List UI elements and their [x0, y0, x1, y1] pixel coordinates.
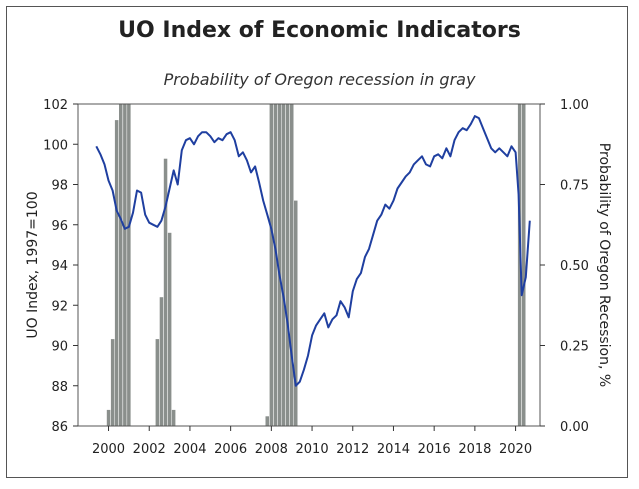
- y-tick-label-left: 102: [43, 98, 68, 113]
- recession-bar: [163, 158, 168, 426]
- recession-bar: [123, 104, 127, 426]
- recession-bar: [171, 409, 176, 426]
- x-tick-label: 2008: [255, 442, 288, 457]
- recession-bar: [269, 104, 274, 426]
- y-tick-label-left: 90: [51, 340, 68, 355]
- y-tick-label-right: 0.50: [560, 259, 589, 274]
- chart-subtitle: Probability of Oregon recession in gray: [163, 70, 476, 89]
- recession-bar: [167, 232, 172, 426]
- y-tick-label-right: 0.25: [560, 340, 589, 355]
- y-tick-label-left: 92: [51, 299, 68, 314]
- y-tick-label-right: 1.00: [560, 98, 589, 113]
- x-tick-label: 2000: [92, 442, 125, 457]
- axis-ticks: 2000 2002 2004 2006 2008 2010 2012 2014 2016 2018…: [43, 98, 589, 457]
- x-tick-label: 2012: [336, 442, 369, 457]
- recession-bar: [127, 104, 131, 426]
- recession-bar: [277, 104, 282, 426]
- y-tick-label-right: 0.00: [560, 420, 589, 435]
- y-tick-label-left: 86: [51, 420, 68, 435]
- x-tick-label: 2014: [377, 442, 410, 457]
- x-tick-label: 2016: [418, 442, 451, 457]
- y-tick-label-left: 94: [51, 259, 68, 274]
- recession-bars: [106, 104, 526, 426]
- x-tick-label: 2018: [458, 442, 491, 457]
- x-tick-label: 2006: [214, 442, 247, 457]
- x-tick-label: 2010: [296, 442, 329, 457]
- y-tick-label-left: 88: [51, 380, 68, 395]
- recession-bar: [119, 104, 123, 426]
- recession-bar: [273, 104, 278, 426]
- y-tick-label-right: 0.75: [560, 179, 589, 194]
- recession-bar: [285, 104, 290, 426]
- recession-bar: [106, 409, 111, 426]
- recession-bar: [522, 104, 526, 426]
- x-tick-label: 2020: [499, 442, 532, 457]
- y-tick-label-left: 100: [43, 138, 68, 153]
- recession-bar: [159, 297, 164, 426]
- recession-bar: [114, 120, 119, 426]
- y-axis-label-left: UO Index, 1997=100: [25, 191, 41, 338]
- y-tick-label-left: 96: [51, 219, 68, 234]
- index-line-layer: [95, 115, 531, 387]
- recession-bar: [294, 200, 298, 426]
- recession-bar: [281, 104, 286, 426]
- x-tick-label: 2002: [133, 442, 166, 457]
- recession-bar: [517, 104, 522, 426]
- chart-title: UO Index of Economic Indicators: [118, 18, 521, 43]
- plot-area: [77, 103, 541, 427]
- recession-bar: [265, 416, 269, 426]
- uo-index-line: [95, 115, 531, 387]
- x-tick-label: 2004: [173, 442, 206, 457]
- y-tick-label-left: 98: [51, 179, 68, 194]
- recession-bar: [110, 339, 115, 426]
- y-axis-label-right: Probability of Oregon Recession, %: [596, 143, 612, 387]
- recession-bar: [155, 339, 160, 426]
- recession-bar: [290, 104, 294, 426]
